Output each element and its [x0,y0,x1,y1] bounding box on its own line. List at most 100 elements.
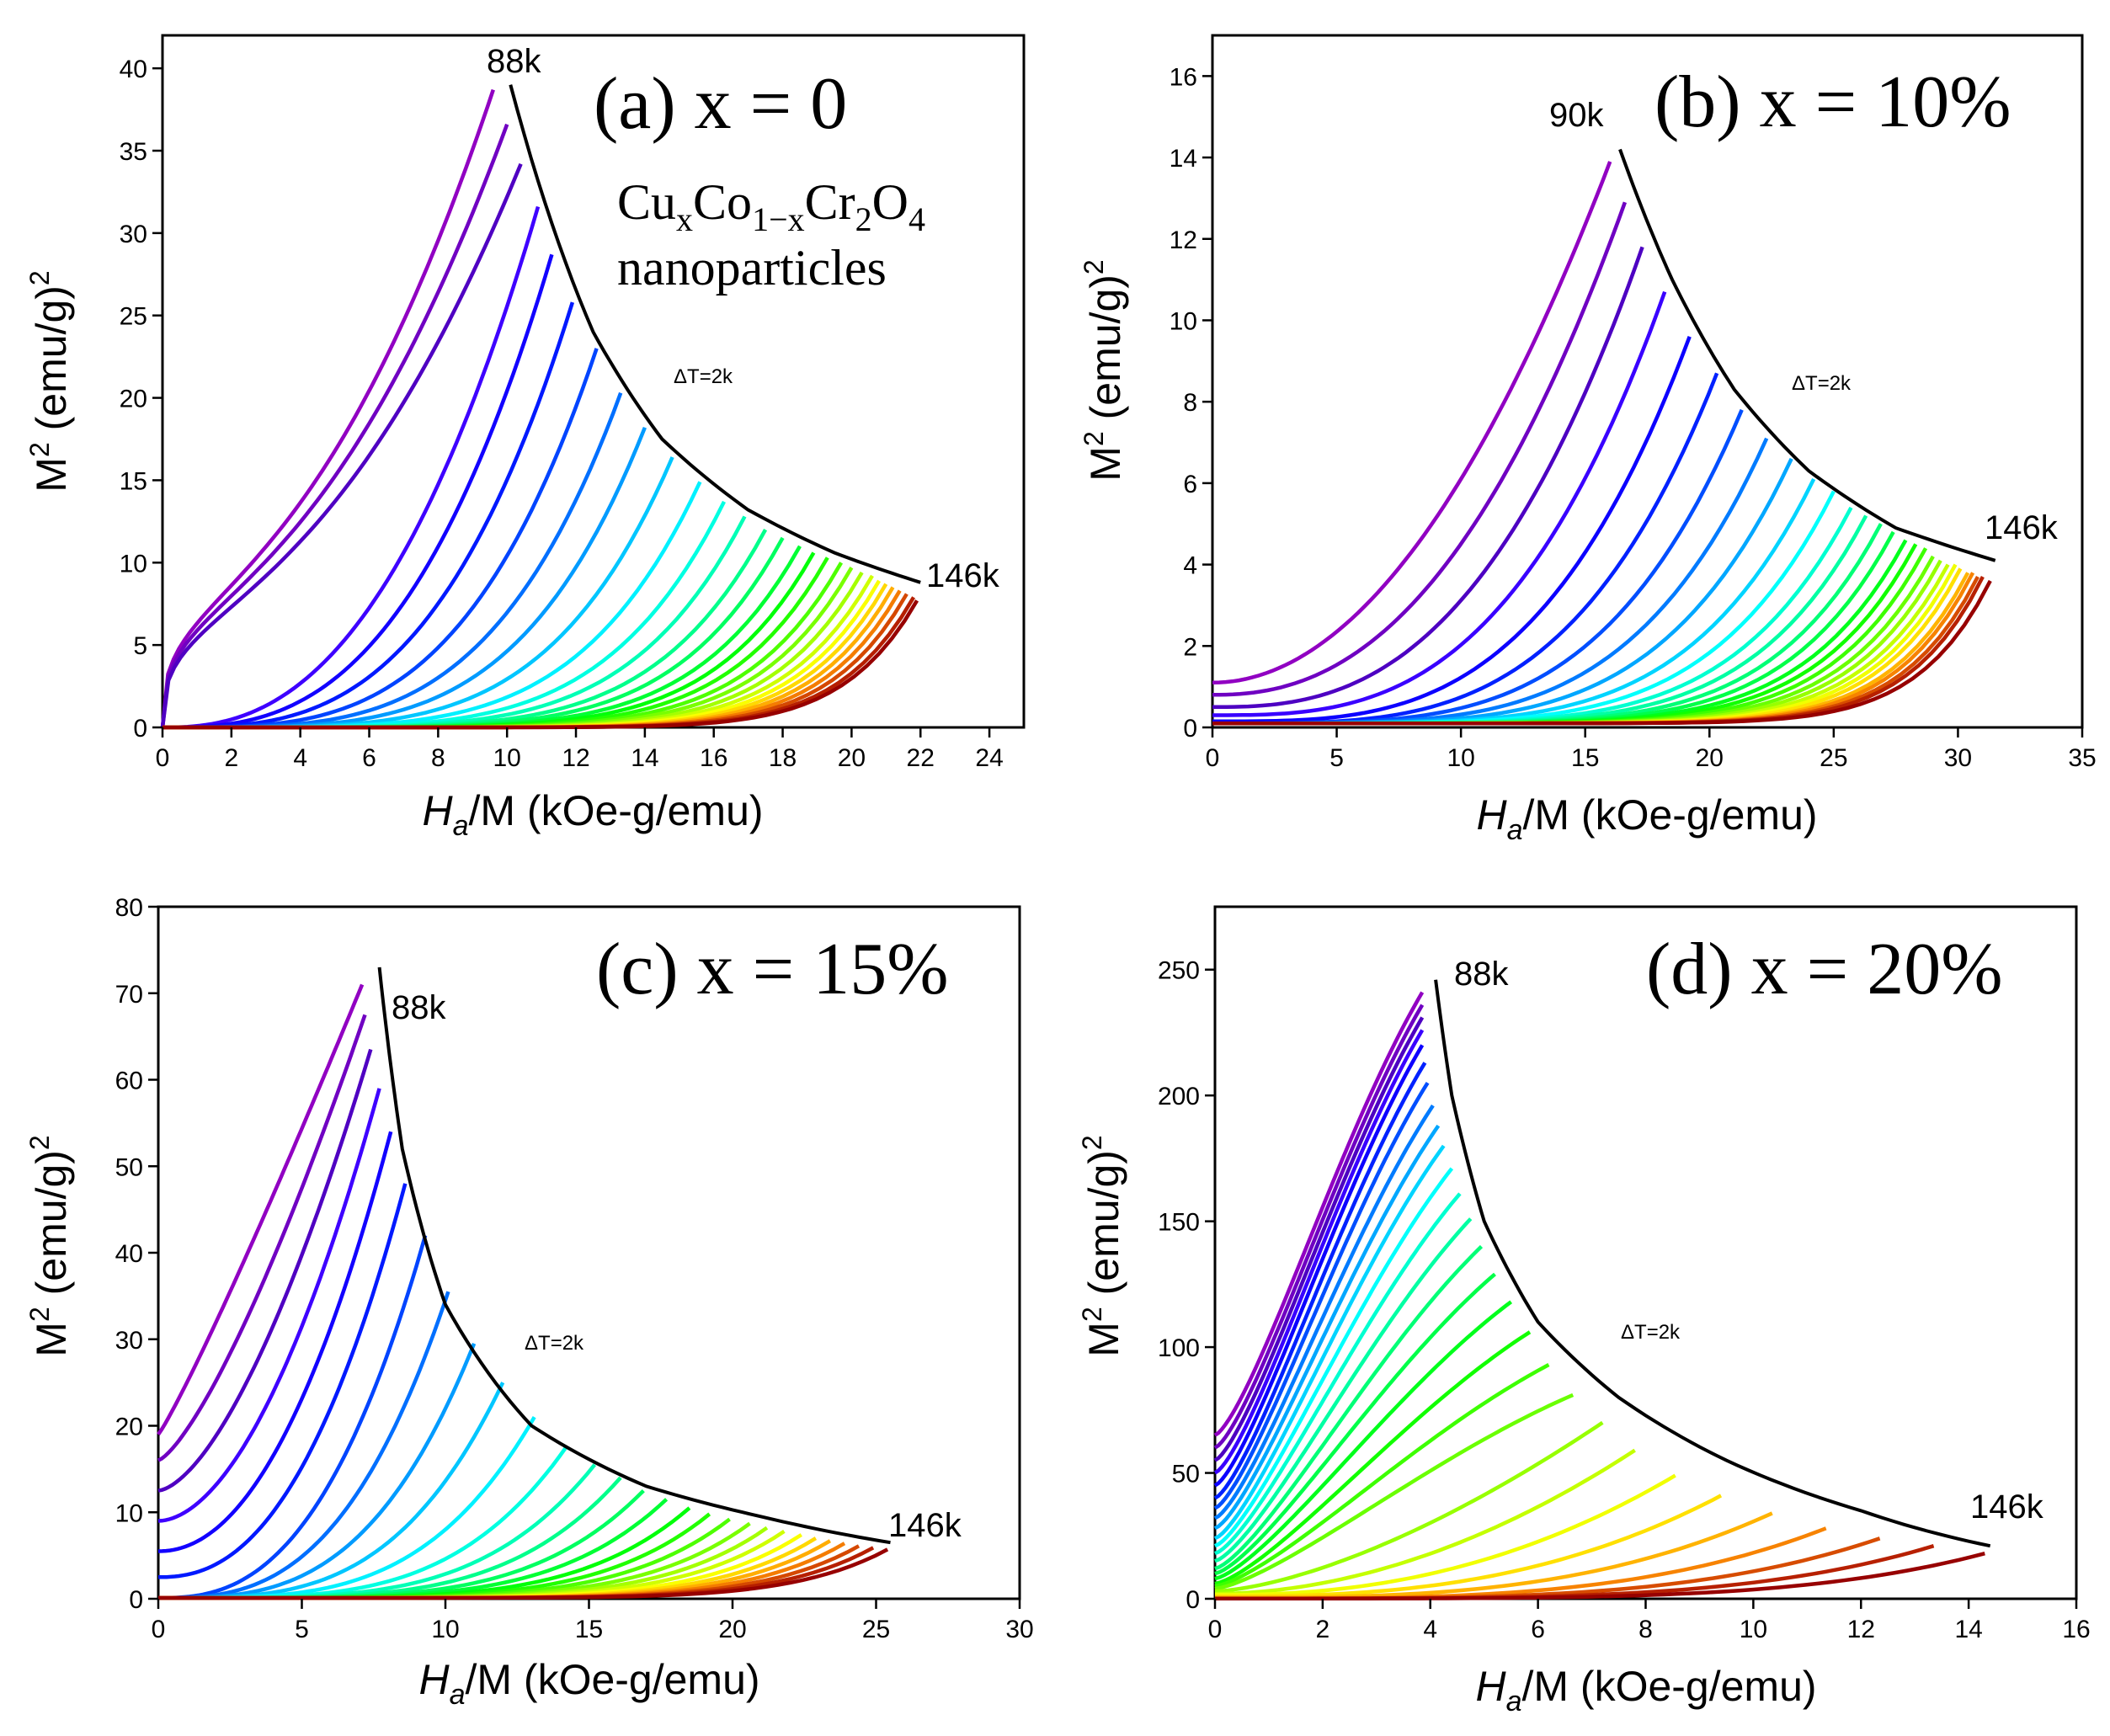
x-axis-label: Ha/M (kOe-g/emu) [422,787,763,842]
panel-d: 0 2 4 6 8 10 12 14 16 0 50 100 150 200 250 (d) x = 20… [1077,905,2091,1717]
x-tick-label: 15 [575,1616,603,1643]
x-tick-label: 14 [631,744,658,772]
y-tick-label: 80 [115,894,143,922]
panel-b: 0 5 10 15 20 25 30 35 0 2 4 6 8 10 12 14 16 (b) x = 10%… [1079,34,2097,846]
x-tick-label: 0 [1208,1616,1223,1643]
x-tick-label: 4 [293,744,307,772]
x-tick-label: 8 [1638,1616,1653,1643]
isotherm-line [1213,1062,1427,1500]
x-tick-label: 12 [1847,1616,1875,1643]
isotherm-line [157,1014,367,1462]
isotherm-line [163,481,702,730]
isotherm-line [1213,1104,1435,1520]
delta-t-label: ΔT=2k [1792,372,1852,395]
isotherm-line [158,1183,408,1579]
y-tick-label: 35 [120,138,147,166]
isotherm-line [1212,161,1612,685]
isotherm-line [1214,1393,1575,1591]
isotherm-line [1213,1004,1425,1450]
isotherm-line [1214,1167,1454,1548]
y-tick-label: 40 [120,56,147,83]
y-tick-label: 0 [1186,1586,1200,1614]
y-tick-label: 8 [1183,389,1197,417]
isotherm-line [1212,408,1744,726]
x-tick-label: 20 [1696,744,1724,772]
y-tick-label: 40 [115,1240,143,1268]
x-tick-label: 5 [1329,744,1344,772]
x-tick-label: 20 [718,1616,746,1643]
isotherm-line [163,301,575,730]
x-tick-label: 22 [907,744,935,772]
envelope-line [1434,979,1991,1548]
x-tick-label: 16 [700,744,727,772]
x-tick-label: 15 [1571,744,1599,772]
x-tick-label: 30 [1005,1616,1033,1643]
isotherm-line [163,253,554,730]
isotherm-line [1214,1363,1550,1589]
panel-title: (b) x = 10% [1654,61,2011,143]
x-tick-label: 20 [838,744,866,772]
isotherm-line [163,515,747,730]
isotherm-line [1214,1300,1513,1581]
x-tick-label: 2 [1316,1616,1330,1643]
y-tick-label: 50 [1172,1461,1200,1488]
x-tick-label: 0 [152,1616,166,1643]
y-tick-label: 0 [1183,715,1197,743]
plot-frame [1213,905,2078,1600]
y-axis-label: M2 (emu/g)2 [1077,1135,1127,1356]
label-high-temperature: 146k [888,1507,962,1544]
panel-c: 0 5 10 15 20 25 30 0 10 20 30 40 50 60 70 80 (c) x = 1… [24,894,1034,1711]
isotherm-line [1212,372,1719,726]
x-tick-label: 2 [224,744,238,772]
y-tick-label: 10 [115,1499,143,1527]
isotherm-line [160,123,509,728]
isotherm-line [1215,1473,1676,1597]
isotherm-line [1214,1217,1473,1563]
y-tick-label: 50 [115,1153,143,1181]
y-tick-label: 25 [120,303,147,331]
y-tick-label: 12 [1170,226,1197,254]
x-tick-label: 35 [2068,744,2096,772]
x-tick-label: 4 [1423,1616,1437,1643]
x-tick-label: 25 [862,1616,890,1643]
isotherm-line [157,983,365,1436]
isotherm-line [158,1291,450,1600]
y-tick-label: 250 [1158,957,1200,985]
y-tick-label: 10 [1170,307,1197,335]
isotherm-line [1214,1244,1484,1571]
isotherm-line [163,391,623,730]
isotherm-line [163,456,674,730]
isotherm-line [158,1547,889,1600]
y-tick-label: 6 [1183,471,1197,498]
isotherm-line [157,1088,381,1523]
isotherm-line [158,1343,477,1600]
isotherm-line [1215,1526,1827,1600]
y-tick-label: 0 [133,715,147,743]
y-tick-label: 2 [1183,633,1197,661]
panel-title: (a) x = 0 [594,63,847,145]
delta-t-label: ΔT=2k [525,1332,584,1355]
y-tick-label: 30 [115,1327,143,1355]
label-high-temperature: 146k [926,557,1000,594]
y-tick-label: 16 [1170,63,1197,91]
label-low-temperature: 88k [487,43,541,80]
isotherm-line [1213,1044,1425,1488]
x-tick-label: 0 [156,744,170,772]
y-axis-label: M2 (emu/g)2 [24,270,75,492]
x-tick-label: 18 [769,744,797,772]
label-low-temperature: 88k [1454,956,1509,993]
y-axis-label: M2 (emu/g)2 [1079,259,1129,481]
x-tick-label: 24 [975,744,1003,772]
isotherm-line [1215,1552,1985,1600]
isotherm-line [1212,201,1628,697]
y-tick-label: 20 [115,1414,143,1441]
x-tick-label: 8 [431,744,445,772]
x-tick-label: 16 [2062,1616,2090,1643]
y-axis-label: M2 (emu/g)2 [24,1135,75,1356]
x-axis-label: Ha/M (kOe-g/emu) [1476,791,1817,846]
label-high-temperature: 146k [1985,509,2059,546]
x-tick-label: 14 [1954,1616,1982,1643]
label-low-temperature: 90k [1549,97,1604,134]
